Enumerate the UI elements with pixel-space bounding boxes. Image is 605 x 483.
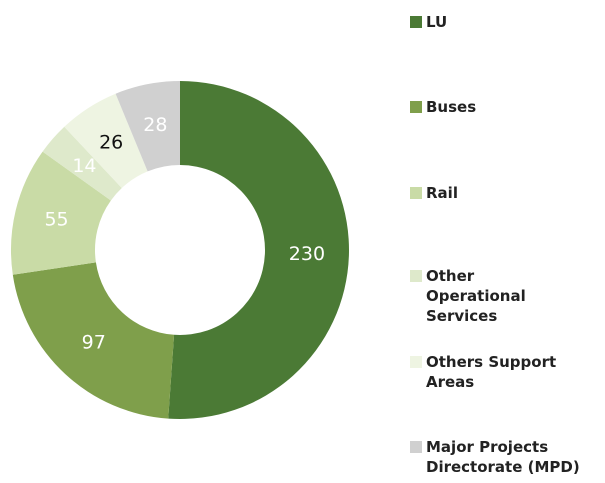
data-label: 55 [44,209,68,231]
data-label: 26 [99,132,123,154]
legend-item: LU [410,12,590,32]
donut-slice [64,93,148,189]
donut-slice [11,151,111,275]
legend-swatch [410,356,422,368]
donut-slice [168,81,349,419]
donut-slice [42,126,122,201]
legend-swatch [410,187,422,199]
legend-swatch [410,441,422,453]
legend-swatch [410,270,422,282]
data-label: 97 [82,332,106,354]
legend-item: Buses [410,97,590,117]
legend-label: Others Support Areas [426,353,557,391]
data-label: 230 [289,243,325,265]
legend-swatch [410,101,422,113]
legend-label: Rail [426,184,458,202]
legend-label: Buses [426,98,477,116]
legend-item: Other Operational Services [410,266,530,326]
legend-label: LU [426,13,448,31]
legend-swatch [410,16,422,28]
data-label: 14 [72,155,96,177]
legend-label: Major Projects Directorate (MPD) [426,438,580,476]
data-label: 28 [143,114,167,136]
donut-slice [12,262,175,419]
legend-item: Rail [410,183,590,203]
donut-slice [115,81,180,172]
legend-item: Major Projects Directorate (MPD) [410,437,590,477]
legend-label: Other Operational Services [426,267,526,325]
legend-item: Others Support Areas [410,352,590,392]
legend: LU Buses Rail Other Operational Services Oth… [410,0,605,483]
